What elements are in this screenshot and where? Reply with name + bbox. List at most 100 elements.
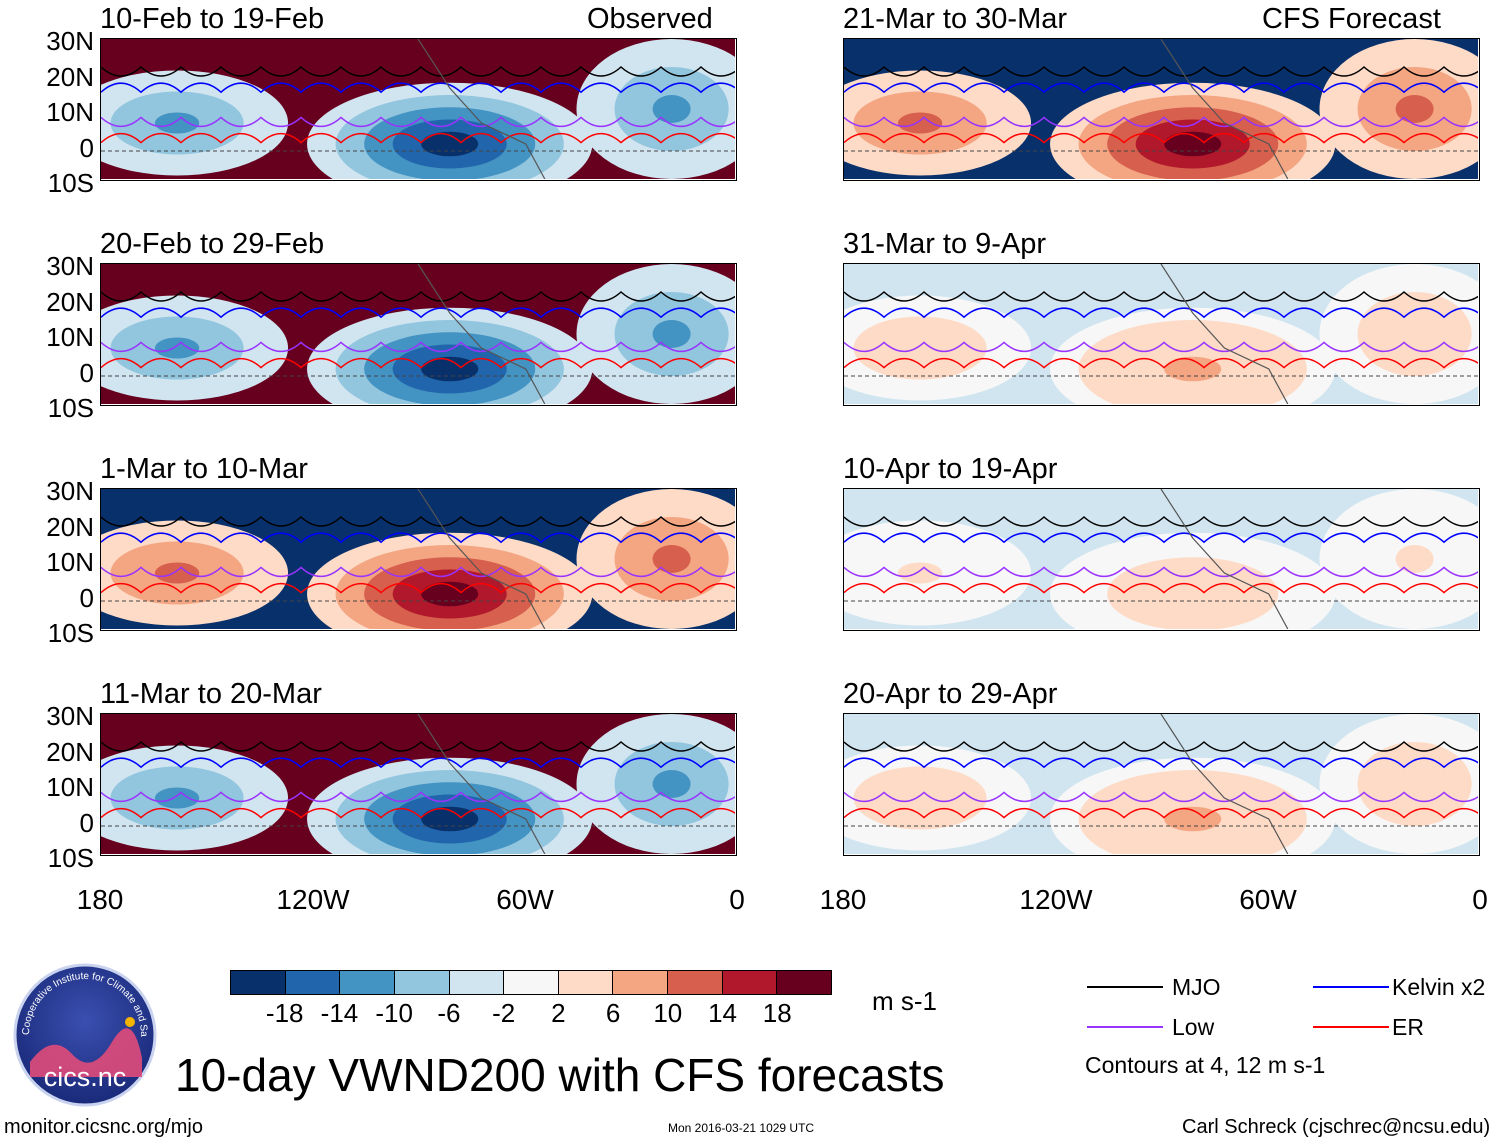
panel-5-title: 21-Mar to 30-Mar bbox=[843, 3, 1068, 35]
anomaly-blob bbox=[1164, 581, 1222, 607]
y-tick-row4-1: 20N bbox=[46, 736, 94, 767]
y-tick-row3-3: 0 bbox=[79, 582, 94, 613]
anomaly-field bbox=[101, 264, 735, 404]
anomaly-blob bbox=[897, 112, 943, 134]
x-tick-left-60w: 60W bbox=[496, 884, 554, 915]
contour-mjo bbox=[844, 65, 1478, 77]
anomaly-blob bbox=[1164, 356, 1222, 382]
contour-kelvin-x2 bbox=[844, 307, 1478, 319]
x-tick-right-0: 0 bbox=[1472, 884, 1488, 915]
colorbar-tick-label: -10 bbox=[375, 998, 413, 1028]
colorbar-swatch bbox=[612, 971, 668, 994]
timestamp: Mon 2016-03-21 1029 UTC bbox=[668, 1121, 815, 1135]
y-tick-row1-2: 10N bbox=[46, 97, 94, 127]
anomaly-field bbox=[101, 489, 735, 629]
contour-low bbox=[101, 341, 735, 353]
contour-kelvin-x2 bbox=[844, 757, 1478, 769]
coastline bbox=[1160, 714, 1289, 854]
colorbar-swatch bbox=[231, 971, 285, 994]
colorbar-tick-label: 2 bbox=[551, 998, 566, 1028]
y-tick-row3-2: 10N bbox=[46, 547, 94, 577]
x-tick-right-60w: 60W bbox=[1239, 884, 1297, 915]
anomaly-blob bbox=[154, 337, 200, 359]
colorbar-units: m s-1 bbox=[872, 986, 937, 1016]
panel-5-map bbox=[843, 38, 1480, 181]
colorbar-swatch bbox=[776, 971, 832, 994]
y-tick-row2-0: 30N bbox=[46, 251, 94, 281]
y-tick-row4-2: 10N bbox=[46, 772, 94, 802]
panel-1-map bbox=[100, 38, 737, 181]
anomaly-blob bbox=[652, 545, 691, 573]
colorbar-swatch bbox=[448, 971, 504, 994]
anomaly-blob bbox=[897, 787, 943, 809]
legend-label-er: ER bbox=[1392, 1014, 1424, 1040]
legend-lines bbox=[1087, 986, 1389, 1028]
author: Carl Schreck (cjschrec@ncsu.edu) bbox=[1182, 1116, 1491, 1138]
colorbar-tick-label: -18 bbox=[265, 998, 304, 1028]
anomaly-field bbox=[844, 264, 1478, 404]
x-tick-right-120w: 120W bbox=[1019, 884, 1093, 915]
coastline bbox=[1160, 264, 1289, 404]
anomaly-field bbox=[101, 39, 735, 179]
panel-2-title: 20-Feb to 29-Feb bbox=[100, 228, 325, 260]
contour-er bbox=[844, 582, 1478, 594]
anomaly-field bbox=[844, 714, 1478, 854]
contour-kelvin-x2 bbox=[844, 82, 1478, 94]
y-tick-row1-4: 10S bbox=[47, 168, 94, 198]
coastline bbox=[417, 489, 546, 629]
anomaly-blob bbox=[421, 806, 479, 832]
x-tick-left-120w: 120W bbox=[276, 884, 350, 915]
panel-7-map bbox=[843, 488, 1480, 631]
anomaly-field bbox=[844, 489, 1478, 629]
contour-low bbox=[844, 791, 1478, 803]
colorbar-tick-label: 18 bbox=[762, 998, 792, 1028]
colorbar-tick-label: 10 bbox=[653, 998, 683, 1028]
contour-mjo bbox=[101, 740, 735, 752]
panel-8-title: 20-Apr to 29-Apr bbox=[843, 678, 1058, 710]
colorbar-swatch bbox=[339, 971, 394, 994]
panel-4-map bbox=[100, 713, 737, 856]
anomaly-blob bbox=[421, 356, 479, 382]
panel-8-map bbox=[843, 713, 1480, 856]
x-tick-left-0: 0 bbox=[729, 884, 745, 915]
contour-er bbox=[101, 132, 735, 144]
y-tick-row1-3: 0 bbox=[79, 132, 94, 163]
anomaly-field bbox=[844, 39, 1478, 179]
y-tick-row3-1: 20N bbox=[46, 511, 94, 542]
anomaly-blob bbox=[652, 770, 691, 798]
colorbar-swatch bbox=[284, 971, 340, 994]
panel-6-map bbox=[843, 263, 1480, 406]
contour-mjo bbox=[844, 290, 1478, 302]
contour-mjo bbox=[844, 515, 1478, 527]
contour-low bbox=[101, 566, 735, 578]
anomaly-blob bbox=[652, 95, 691, 123]
y-tick-row3-0: 30N bbox=[46, 476, 94, 506]
colorbar-swatch bbox=[721, 971, 777, 994]
contour-kelvin-x2 bbox=[101, 307, 735, 319]
contour-er bbox=[844, 807, 1478, 819]
contour-er bbox=[844, 132, 1478, 144]
coastline bbox=[417, 264, 546, 404]
contour-kelvin-x2 bbox=[844, 532, 1478, 544]
anomaly-blob bbox=[1395, 95, 1434, 123]
anomaly-blob bbox=[421, 581, 479, 607]
contour-low bbox=[844, 566, 1478, 578]
anomaly-blob bbox=[1395, 770, 1434, 798]
y-tick-row2-3: 0 bbox=[79, 357, 94, 388]
colorbar-tick-label: 6 bbox=[605, 998, 621, 1028]
anomaly-blob bbox=[897, 337, 943, 359]
x-tick-right-180: 180 bbox=[819, 884, 867, 915]
contour-er bbox=[101, 582, 735, 594]
panel-3-title: 1-Mar to 10-Mar bbox=[100, 453, 308, 485]
contour-er bbox=[101, 807, 735, 819]
observed-label: Observed bbox=[587, 3, 713, 35]
anomaly-blob bbox=[652, 320, 691, 348]
contour-note: Contours at 4, 12 m s-1 bbox=[1085, 1052, 1326, 1078]
y-tick-row4-0: 30N bbox=[46, 701, 94, 731]
colorbar-tick-label: -6 bbox=[437, 998, 461, 1028]
contour-low bbox=[101, 116, 735, 128]
anomaly-field bbox=[101, 714, 735, 854]
colorbar-tick-label: -14 bbox=[320, 998, 359, 1028]
colorbar-tick-label: 14 bbox=[708, 998, 737, 1028]
contour-kelvin-x2 bbox=[101, 82, 735, 94]
